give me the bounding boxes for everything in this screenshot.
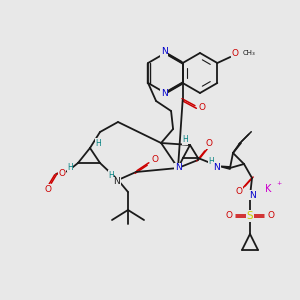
Text: N: N [250,190,256,200]
Text: O: O [198,103,205,112]
Text: N: N [214,163,220,172]
Text: O: O [58,169,65,178]
Text: H: H [67,163,73,172]
Text: O: O [232,50,239,58]
Text: ⁺: ⁺ [276,181,282,191]
Text: N: N [161,89,168,98]
Text: O: O [236,188,242,196]
Text: O: O [152,155,158,164]
Text: O: O [44,184,52,194]
Polygon shape [218,166,230,169]
Text: O: O [206,140,212,148]
Text: N: N [175,164,182,172]
Text: O: O [226,212,232,220]
Text: H: H [95,139,101,148]
Text: CH₃: CH₃ [243,50,256,56]
Text: N: N [161,47,168,56]
Text: H: H [108,170,114,179]
Text: O: O [268,212,274,220]
Text: N: N [114,178,120,187]
Text: K: K [265,184,271,194]
Text: S: S [247,211,253,221]
Text: H: H [182,136,188,145]
Text: H: H [208,157,214,166]
